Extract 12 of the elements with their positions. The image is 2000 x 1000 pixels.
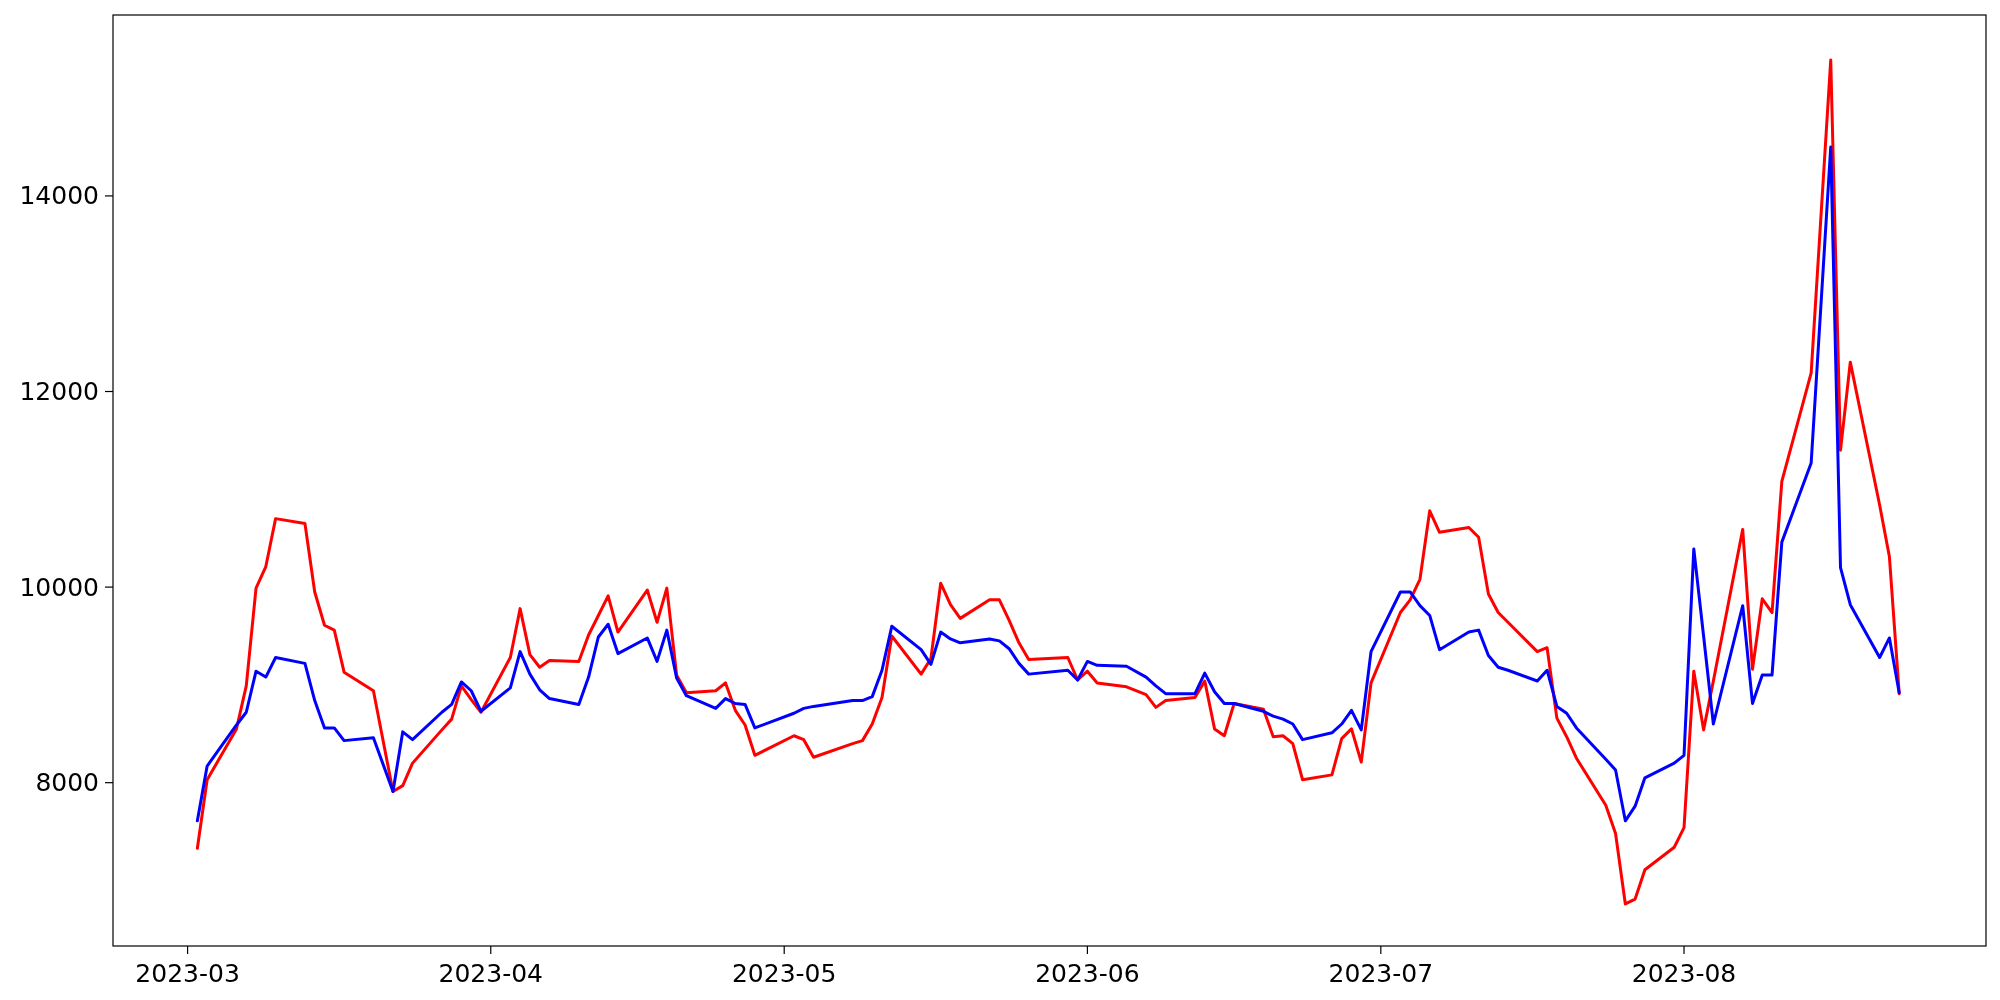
- y-tick-label: 10000: [19, 572, 99, 602]
- line-series: [195, 145, 1901, 823]
- x-tick-label: 2023-05: [731, 959, 837, 988]
- x-tick-label: 2023-07: [1328, 959, 1434, 988]
- x-tick-label: 2023-03: [135, 959, 240, 988]
- x-tick-label: 2023-08: [1631, 959, 1737, 988]
- x-tick-label: 2023-06: [1035, 959, 1140, 988]
- line-series: [195, 58, 1901, 906]
- y-tick-label: 14000: [19, 181, 99, 211]
- y-tick-label: 8000: [35, 768, 99, 798]
- x-tick-label: 2023-04: [438, 959, 544, 988]
- y-tick-label: 12000: [19, 377, 99, 407]
